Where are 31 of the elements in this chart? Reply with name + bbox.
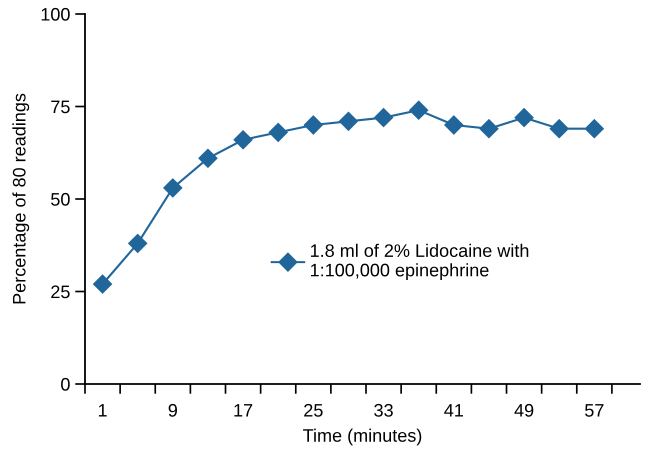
x-tick-label: 17 xyxy=(234,404,252,417)
point xyxy=(514,108,534,128)
point xyxy=(479,119,498,138)
x-tick-label: 57 xyxy=(585,404,604,417)
point xyxy=(198,148,218,168)
y-tick-label: 25 xyxy=(51,285,70,298)
point xyxy=(584,119,604,138)
x-tick-label: 41 xyxy=(444,404,463,417)
point xyxy=(304,115,323,135)
point xyxy=(234,130,253,150)
x-axis-title: Time (minutes) xyxy=(303,428,422,446)
point xyxy=(93,274,112,294)
point xyxy=(268,122,288,142)
x-tick-label: 1 xyxy=(98,404,107,417)
point xyxy=(338,112,358,131)
point xyxy=(163,178,182,198)
point xyxy=(550,119,569,138)
point xyxy=(128,234,148,253)
y-tick-label: 75 xyxy=(51,100,70,114)
x-tick-label: 9 xyxy=(168,404,177,417)
point xyxy=(444,115,464,135)
point xyxy=(409,100,428,120)
x-tick-label: 33 xyxy=(374,404,393,417)
y-axis-title: Percentage of 80 readings xyxy=(12,94,30,304)
x-tick-label: 49 xyxy=(514,404,534,417)
point xyxy=(374,108,394,128)
y-tick-label: 0 xyxy=(61,378,70,391)
y-tick-label: 50 xyxy=(51,192,70,206)
y-tick-label: 100 xyxy=(42,8,70,21)
x-tick-label: 25 xyxy=(304,404,323,417)
legend-label: 1.8 ml of 2% Lidocaine with 1:100,000 epinephrine xyxy=(310,244,528,280)
